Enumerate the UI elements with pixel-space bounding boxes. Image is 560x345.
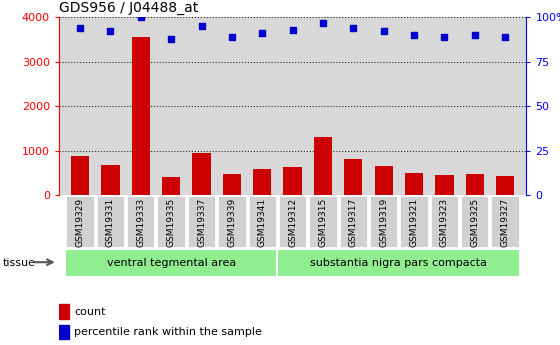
Text: GSM19315: GSM19315	[319, 198, 328, 247]
Text: GSM19325: GSM19325	[470, 198, 479, 247]
Point	[319, 20, 328, 25]
Text: ventral tegmental area: ventral tegmental area	[106, 258, 236, 268]
Bar	[59, 325, 69, 339]
Text: percentile rank within the sample: percentile rank within the sample	[74, 327, 262, 337]
Bar	[101, 165, 119, 195]
Bar	[405, 173, 423, 195]
Text: GSM19319: GSM19319	[379, 198, 388, 247]
Text: GDS956 / J04488_at: GDS956 / J04488_at	[59, 1, 198, 15]
Text: GSM19321: GSM19321	[409, 198, 418, 247]
Bar	[466, 175, 484, 195]
FancyBboxPatch shape	[67, 196, 94, 247]
Point	[379, 29, 388, 34]
Bar	[59, 304, 69, 319]
Text: tissue: tissue	[3, 258, 36, 268]
Point	[227, 34, 236, 40]
Point	[258, 30, 267, 36]
Text: GSM19333: GSM19333	[136, 198, 145, 247]
FancyBboxPatch shape	[279, 196, 306, 247]
Bar	[223, 174, 241, 195]
FancyBboxPatch shape	[157, 196, 185, 247]
FancyBboxPatch shape	[97, 196, 124, 247]
Text: GSM19327: GSM19327	[501, 198, 510, 247]
Bar	[162, 177, 180, 195]
FancyBboxPatch shape	[218, 196, 245, 247]
Point	[136, 14, 145, 20]
FancyBboxPatch shape	[65, 249, 277, 277]
Point	[197, 23, 206, 29]
Point	[409, 32, 418, 38]
Bar	[435, 175, 454, 195]
Text: GSM19331: GSM19331	[106, 198, 115, 247]
Text: GSM19329: GSM19329	[76, 198, 85, 247]
Point	[501, 34, 510, 40]
Text: GSM19339: GSM19339	[227, 198, 236, 247]
Text: GSM19341: GSM19341	[258, 198, 267, 247]
FancyBboxPatch shape	[461, 196, 488, 247]
Point	[349, 25, 358, 31]
Text: substantia nigra pars compacta: substantia nigra pars compacta	[310, 258, 487, 268]
Bar	[132, 37, 150, 195]
Point	[76, 25, 85, 31]
Text: GSM19323: GSM19323	[440, 198, 449, 247]
Point	[470, 32, 479, 38]
Text: count: count	[74, 307, 106, 317]
Point	[167, 36, 176, 41]
Text: GSM19312: GSM19312	[288, 198, 297, 247]
FancyBboxPatch shape	[309, 196, 337, 247]
FancyBboxPatch shape	[277, 249, 520, 277]
Bar	[253, 169, 272, 195]
Text: GSM19317: GSM19317	[349, 198, 358, 247]
FancyBboxPatch shape	[127, 196, 155, 247]
FancyBboxPatch shape	[340, 196, 367, 247]
Bar	[314, 137, 332, 195]
FancyBboxPatch shape	[370, 196, 398, 247]
Bar	[193, 153, 211, 195]
Bar	[496, 176, 514, 195]
FancyBboxPatch shape	[249, 196, 276, 247]
Bar	[71, 156, 89, 195]
Point	[106, 29, 115, 34]
Bar	[375, 167, 393, 195]
Bar	[344, 159, 362, 195]
FancyBboxPatch shape	[492, 196, 519, 247]
FancyBboxPatch shape	[431, 196, 458, 247]
Point	[440, 34, 449, 40]
FancyBboxPatch shape	[188, 196, 215, 247]
Bar	[283, 167, 302, 195]
Text: GSM19335: GSM19335	[167, 198, 176, 247]
Text: GSM19337: GSM19337	[197, 198, 206, 247]
FancyBboxPatch shape	[400, 196, 428, 247]
Point	[288, 27, 297, 32]
